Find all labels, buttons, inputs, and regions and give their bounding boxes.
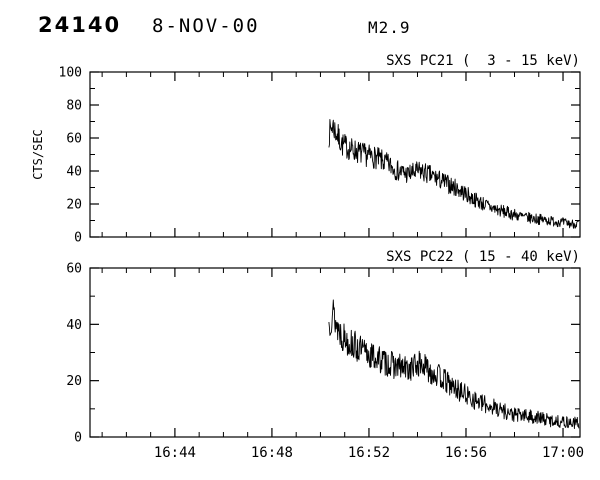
y-tick-label: 40 [66,318,82,333]
y-tick-label: 60 [66,132,82,147]
y-tick-label: 20 [66,198,82,213]
panel-title: SXS PC22 ( 15 - 40 keV) [386,249,580,265]
x-tick-label: 16:56 [445,445,487,461]
y-tick-label: 80 [66,99,82,114]
y-tick-label: 100 [59,66,82,81]
y-tick-label: 60 [66,262,82,277]
goes-class: M2.9 [368,18,411,37]
pc21-panel: 0 20 40 60 80 100 SXS PC21 ( 3 - 15 keV) CTS/SE… [31,53,581,246]
x-tick-label: 16:44 [154,445,196,461]
flare-number: 24140 [38,13,122,37]
x-tick-label: 16:52 [348,445,390,461]
y-tick-label: 40 [66,165,82,180]
y-tick-label: 0 [74,231,82,246]
x-tick-label: 17:00 [542,445,584,461]
y-tick-label: 20 [66,374,82,389]
pc22-panel: 0 20 40 60 16:44 16:48 16:52 16:56 17:00 SXS PC22… [66,249,584,461]
panel-title: SXS PC21 ( 3 - 15 keV) [386,53,580,69]
lightcurve-trace [328,299,580,430]
lightcurve-trace [328,119,579,229]
x-tick-label: 16:48 [251,445,293,461]
y-tick-label: 0 [74,431,82,446]
y-axis-title: CTS/SEC [31,129,45,180]
observation-date: 8-NOV-00 [152,15,260,37]
